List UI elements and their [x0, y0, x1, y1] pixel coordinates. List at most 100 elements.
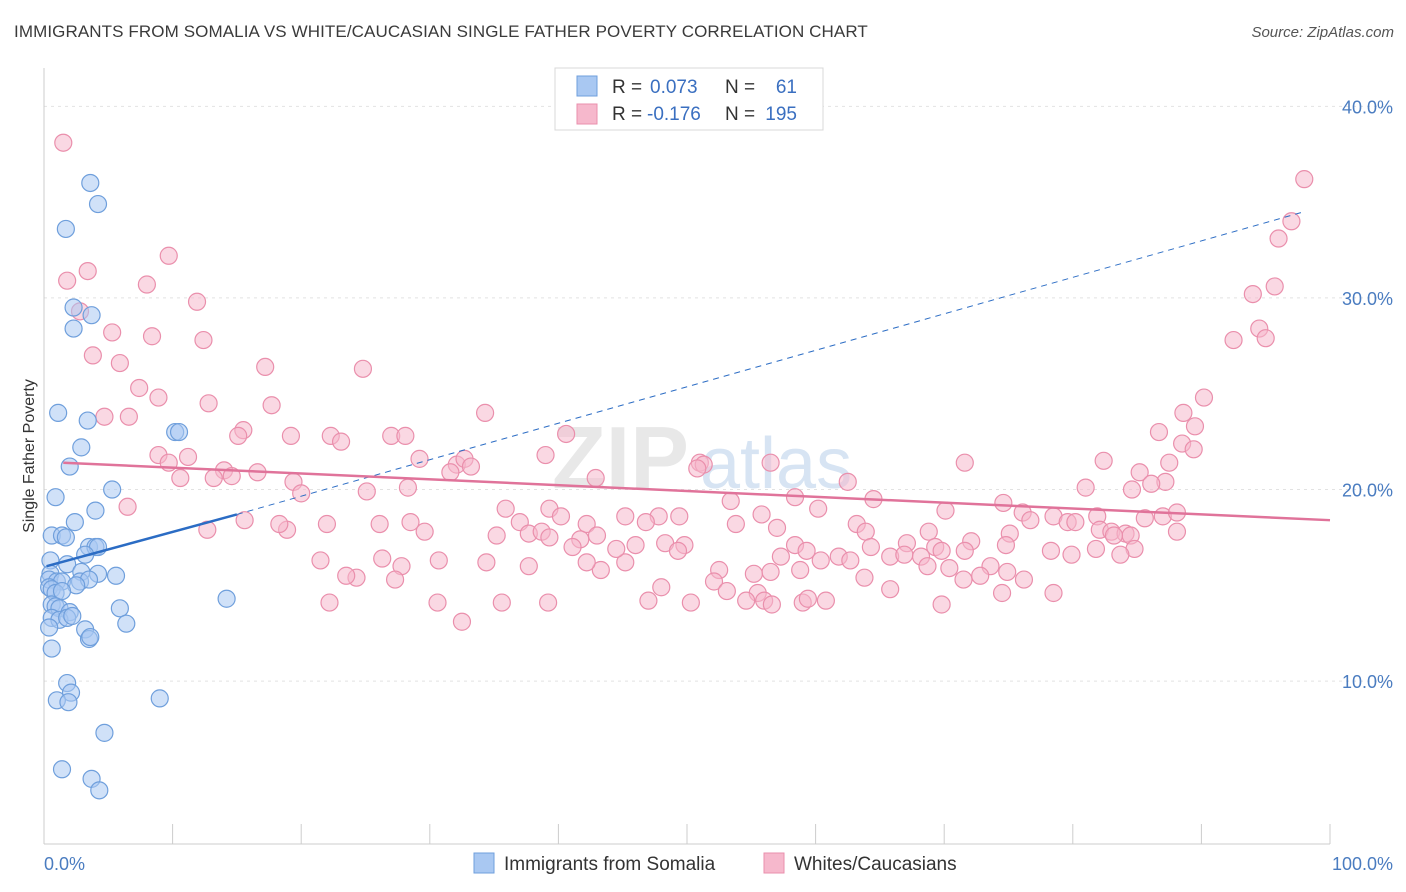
whites-point-190 — [681, 593, 700, 612]
somalia-point-1 — [88, 194, 108, 214]
whites-point-113 — [1104, 526, 1124, 545]
whites-point-136 — [811, 551, 830, 570]
whites-point-169 — [704, 572, 724, 591]
whites-point-29 — [95, 407, 114, 426]
whites-point-145 — [998, 562, 1017, 582]
somalia-point-13 — [46, 488, 65, 507]
somalia-point-2 — [56, 219, 75, 239]
whites-point-196 — [337, 566, 356, 585]
trend-lines — [46, 211, 1331, 568]
legend-n-value-1: 61 — [776, 77, 797, 98]
somalia-point-60 — [95, 723, 114, 742]
somalia-point-7 — [78, 411, 97, 430]
whites-point-183 — [855, 568, 874, 587]
somalia-point-53 — [81, 627, 100, 647]
whites-point-193 — [492, 593, 511, 612]
whites-point-179 — [668, 541, 688, 560]
whites-point-30 — [1174, 403, 1193, 422]
whites-point-149 — [1062, 545, 1081, 564]
whites-point-19 — [110, 353, 129, 373]
whites-point-168 — [744, 564, 763, 583]
whites-point-63 — [688, 459, 707, 478]
whites-point-27 — [475, 403, 495, 422]
whites-point-66 — [171, 468, 190, 488]
series-legend: Immigrants from Somalia Whites/Caucasian… — [473, 852, 957, 875]
somalia-trend-line — [46, 513, 238, 568]
whites-point-186 — [971, 566, 990, 585]
whites-point-102 — [577, 514, 596, 534]
whites-point-44 — [178, 447, 198, 467]
whites-point-62 — [586, 468, 605, 488]
whites-point-185 — [954, 570, 973, 589]
whites-point-178 — [816, 591, 835, 610]
whites-point-181 — [639, 591, 658, 610]
whites-point-23 — [1194, 388, 1214, 407]
y-tick-labels: 10.0% 20.0% 30.0% 40.0% — [1342, 97, 1393, 692]
legend-r-value-2: -0.176 — [647, 104, 701, 125]
somalia-point-3 — [64, 298, 83, 317]
whites-point-174 — [737, 591, 756, 610]
somalia-point-63 — [90, 781, 109, 800]
somalia-point-9 — [169, 422, 189, 442]
whites-point-165 — [385, 570, 405, 589]
somalia-point-50 — [40, 618, 59, 637]
chart-title: IMMIGRANTS FROM SOMALIA VS WHITE/CAUCASI… — [14, 22, 868, 41]
whites-point-188 — [992, 583, 1012, 603]
y-tick-label-3: 40.0% — [1342, 97, 1393, 117]
whites-point-75 — [721, 491, 740, 511]
whites-point-14 — [194, 330, 213, 350]
legend-r-label-1: R = — [612, 77, 642, 98]
somalia-point-48 — [63, 606, 82, 626]
whites-point-157 — [577, 553, 596, 572]
whites-point-182 — [881, 580, 900, 599]
whites-point-81 — [936, 501, 955, 520]
whites-point-118 — [487, 526, 506, 545]
somalia-trend-extension — [236, 211, 1305, 515]
whites-point-45 — [410, 449, 429, 468]
whites-point-195 — [320, 593, 339, 612]
whites-point-22 — [130, 378, 149, 398]
whites-point-187 — [932, 595, 951, 614]
whites-point-13 — [142, 327, 162, 346]
somalia-point-39 — [217, 589, 236, 608]
somalia-point-49 — [117, 614, 136, 633]
whites-point-2 — [1282, 212, 1301, 231]
y-axis-label: Single Father Poverty — [21, 379, 38, 533]
whites-point-89 — [496, 499, 515, 518]
whites-point-39 — [557, 424, 576, 444]
legend-swatch-pink — [576, 103, 598, 125]
whites-point-79 — [118, 497, 137, 516]
whites-point-9 — [1243, 284, 1262, 304]
somalia-point-10 — [72, 438, 91, 457]
whites-point-5 — [78, 262, 97, 281]
bottom-legend-swatch-pink — [763, 852, 785, 874]
whites-point-105 — [767, 518, 787, 537]
whites-point-177 — [798, 589, 817, 608]
whites-point-147 — [1014, 570, 1034, 589]
somalia-point-15 — [65, 513, 84, 532]
whites-point-42 — [1184, 440, 1203, 459]
whites-point-162 — [373, 549, 392, 568]
whites-point-18 — [83, 346, 102, 365]
somalia-point-28 — [106, 566, 126, 585]
series-whites-caucasians — [54, 133, 1314, 631]
whites-point-4 — [159, 246, 178, 265]
correlation-legend: R = 0.073 N = 61 R = -0.176 N = 195 — [554, 67, 824, 131]
whites-point-94 — [752, 505, 771, 524]
whites-point-154 — [616, 553, 635, 572]
whites-point-80 — [809, 499, 828, 518]
somalia-point-4 — [82, 306, 101, 325]
whites-point-132 — [861, 537, 880, 557]
somalia-point-5 — [64, 319, 83, 338]
whites-point-155 — [591, 560, 610, 580]
somalia-point-18 — [56, 528, 75, 547]
whites-point-12 — [103, 323, 122, 342]
whites-point-140 — [791, 560, 810, 580]
series-immigrants-from-somalia — [40, 173, 236, 800]
whites-point-72 — [1142, 474, 1161, 493]
whites-point-170 — [761, 562, 780, 582]
whites-point-21 — [353, 359, 373, 378]
whites-point-143 — [918, 557, 937, 576]
whites-point-69 — [838, 472, 857, 491]
